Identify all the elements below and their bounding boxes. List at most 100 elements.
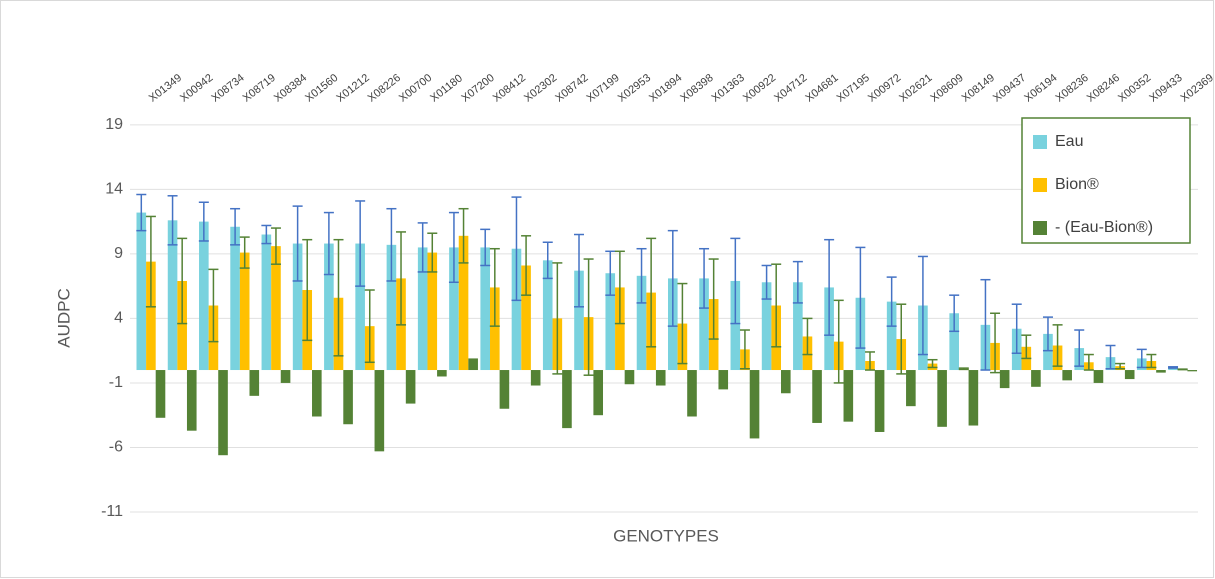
legend-swatch [1033,221,1047,235]
bar [230,226,240,371]
bar [874,370,885,432]
error-bar [167,195,178,246]
bar [312,370,322,417]
error-bar [855,246,866,349]
error-bar [574,233,585,308]
error-bar [302,238,313,342]
error-bar [1168,366,1179,369]
bar [793,282,803,371]
bar [239,252,250,371]
y-axis-title: AUDPC [54,288,73,348]
error-bar [771,263,782,348]
y-tick-label: 14 [105,181,123,198]
bar [1031,370,1041,387]
bar [605,273,616,371]
bar [1062,370,1072,381]
legend-label: - (Eau-Bion®) [1055,219,1153,236]
bar [292,243,303,371]
bar [886,301,897,371]
legend-swatch [1033,178,1047,192]
error-bar [917,255,928,356]
error-bar [886,276,897,327]
bar [624,370,635,385]
bar [468,358,478,371]
error-bar [1177,368,1188,371]
error-bar [270,227,281,265]
error-bar [323,211,334,276]
bar [177,280,187,371]
error-bar [1021,334,1032,360]
bar [1156,370,1166,373]
bar [636,275,647,371]
legend-box [1021,117,1191,244]
y-tick-label: -1 [109,374,123,391]
error-bar [792,260,803,304]
error-bar [458,207,469,264]
bar [999,370,1010,389]
error-bar [1136,348,1147,369]
error-bar [833,299,844,384]
bar [271,246,281,371]
error-bar [927,358,938,369]
bar [1093,370,1104,383]
error-bar [605,250,616,296]
error-bar [489,247,500,327]
error-bar [396,231,407,326]
bar [511,248,522,371]
bar [761,282,772,371]
bar [261,234,272,371]
error-bar [1083,353,1094,371]
legend-label: Bion® [1055,176,1099,193]
bar [906,370,916,407]
legend: Eau Bion® - (Eau-Bion®) [1021,117,1191,244]
error-bar [708,258,719,340]
error-bar [1042,316,1053,352]
error-bar [614,250,625,325]
bar [449,247,459,371]
bar [437,370,447,377]
bar [1043,333,1053,371]
bar [386,244,397,371]
bar [186,370,197,431]
error-bar [990,312,1001,374]
error-bar [1074,329,1085,367]
error-bar [730,237,741,325]
bar [655,370,666,386]
bar [199,221,209,371]
error-bar [480,228,491,267]
error-bar [646,237,657,348]
error-bar [542,241,553,280]
bar [593,370,604,416]
error-bar [667,229,678,327]
bar [562,370,572,429]
bar [136,212,147,371]
bar [249,370,260,396]
bar [730,280,741,371]
bar [968,370,979,426]
y-tick-label: -6 [109,439,123,456]
bar [458,235,469,371]
bar [324,243,334,371]
error-bar [864,351,875,371]
bar [530,370,541,386]
bar [280,370,291,383]
bar [542,260,553,371]
error-bar [761,264,772,300]
bar [780,370,791,394]
bar [490,287,500,371]
bar [167,220,178,371]
bar [949,313,959,371]
bar [343,370,353,425]
error-bar [177,237,188,325]
bar [812,370,822,423]
legend-label: Eau [1055,133,1083,150]
grid [130,124,1198,513]
error-bar [1115,362,1126,370]
error-bar [364,289,375,364]
bar [1187,370,1198,372]
y-tick-label: 19 [105,116,123,133]
bar [405,370,416,404]
y-tick-label: 9 [114,245,123,262]
error-bar [261,224,272,245]
bar [1124,370,1135,380]
